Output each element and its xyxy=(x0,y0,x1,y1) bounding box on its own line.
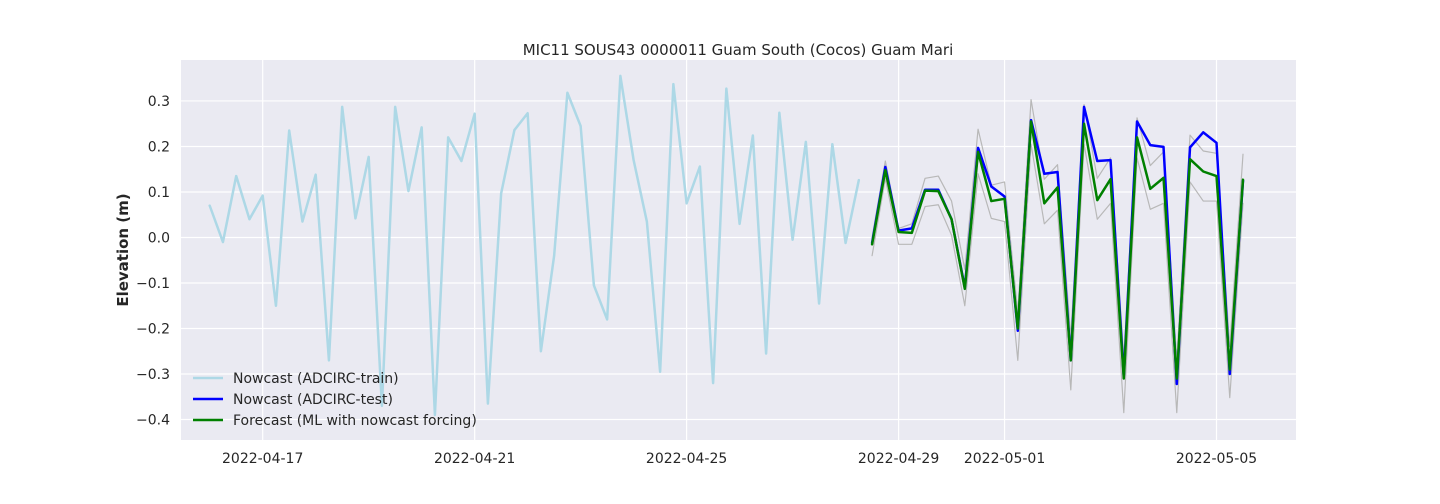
x-tick-label: 2022-04-29 xyxy=(858,451,939,467)
y-tick-label: 0.1 xyxy=(148,185,170,201)
y-tick-label: −0.4 xyxy=(136,413,170,429)
y-axis: 0.3 0.2 0.1 0.0 −0.1 −0.2 −0.3 −0.4 xyxy=(136,94,170,429)
x-tick-label: 2022-05-01 xyxy=(964,451,1045,467)
y-tick-label: −0.2 xyxy=(136,322,170,338)
legend-label-forecast: Forecast (ML with nowcast forcing) xyxy=(233,413,477,429)
series-line-forecast xyxy=(870,120,1245,380)
y-tick-label: 0.0 xyxy=(148,230,170,246)
grid xyxy=(181,60,1296,440)
y-tick-label: −0.1 xyxy=(136,276,170,292)
x-tick-label: 2022-04-21 xyxy=(434,451,515,467)
series-line-nowcast-train xyxy=(208,74,861,417)
x-tick-label: 2022-05-05 xyxy=(1176,451,1257,467)
legend-label-train: Nowcast (ADCIRC-train) xyxy=(233,371,399,387)
chart-title: MIC11 SOUS43 0000011 Guam South (Cocos) … xyxy=(523,41,954,59)
x-tick-label: 2022-04-17 xyxy=(222,451,303,467)
legend: Nowcast (ADCIRC-train) Nowcast (ADCIRC-t… xyxy=(193,371,477,429)
series-line-bound-lower xyxy=(871,143,1244,414)
plot-area xyxy=(181,60,1296,440)
series-layer xyxy=(208,74,1245,417)
y-tick-label: 0.2 xyxy=(148,139,170,155)
y-axis-title: Elevation (m) xyxy=(114,193,132,306)
x-axis: 2022-04-17 2022-04-21 2022-04-25 2022-04-29… xyxy=(222,451,1257,467)
x-tick-label: 2022-04-25 xyxy=(646,451,727,467)
legend-label-test: Nowcast (ADCIRC-test) xyxy=(233,392,393,408)
y-tick-label: 0.3 xyxy=(148,94,170,110)
y-tick-label: −0.3 xyxy=(136,367,170,383)
